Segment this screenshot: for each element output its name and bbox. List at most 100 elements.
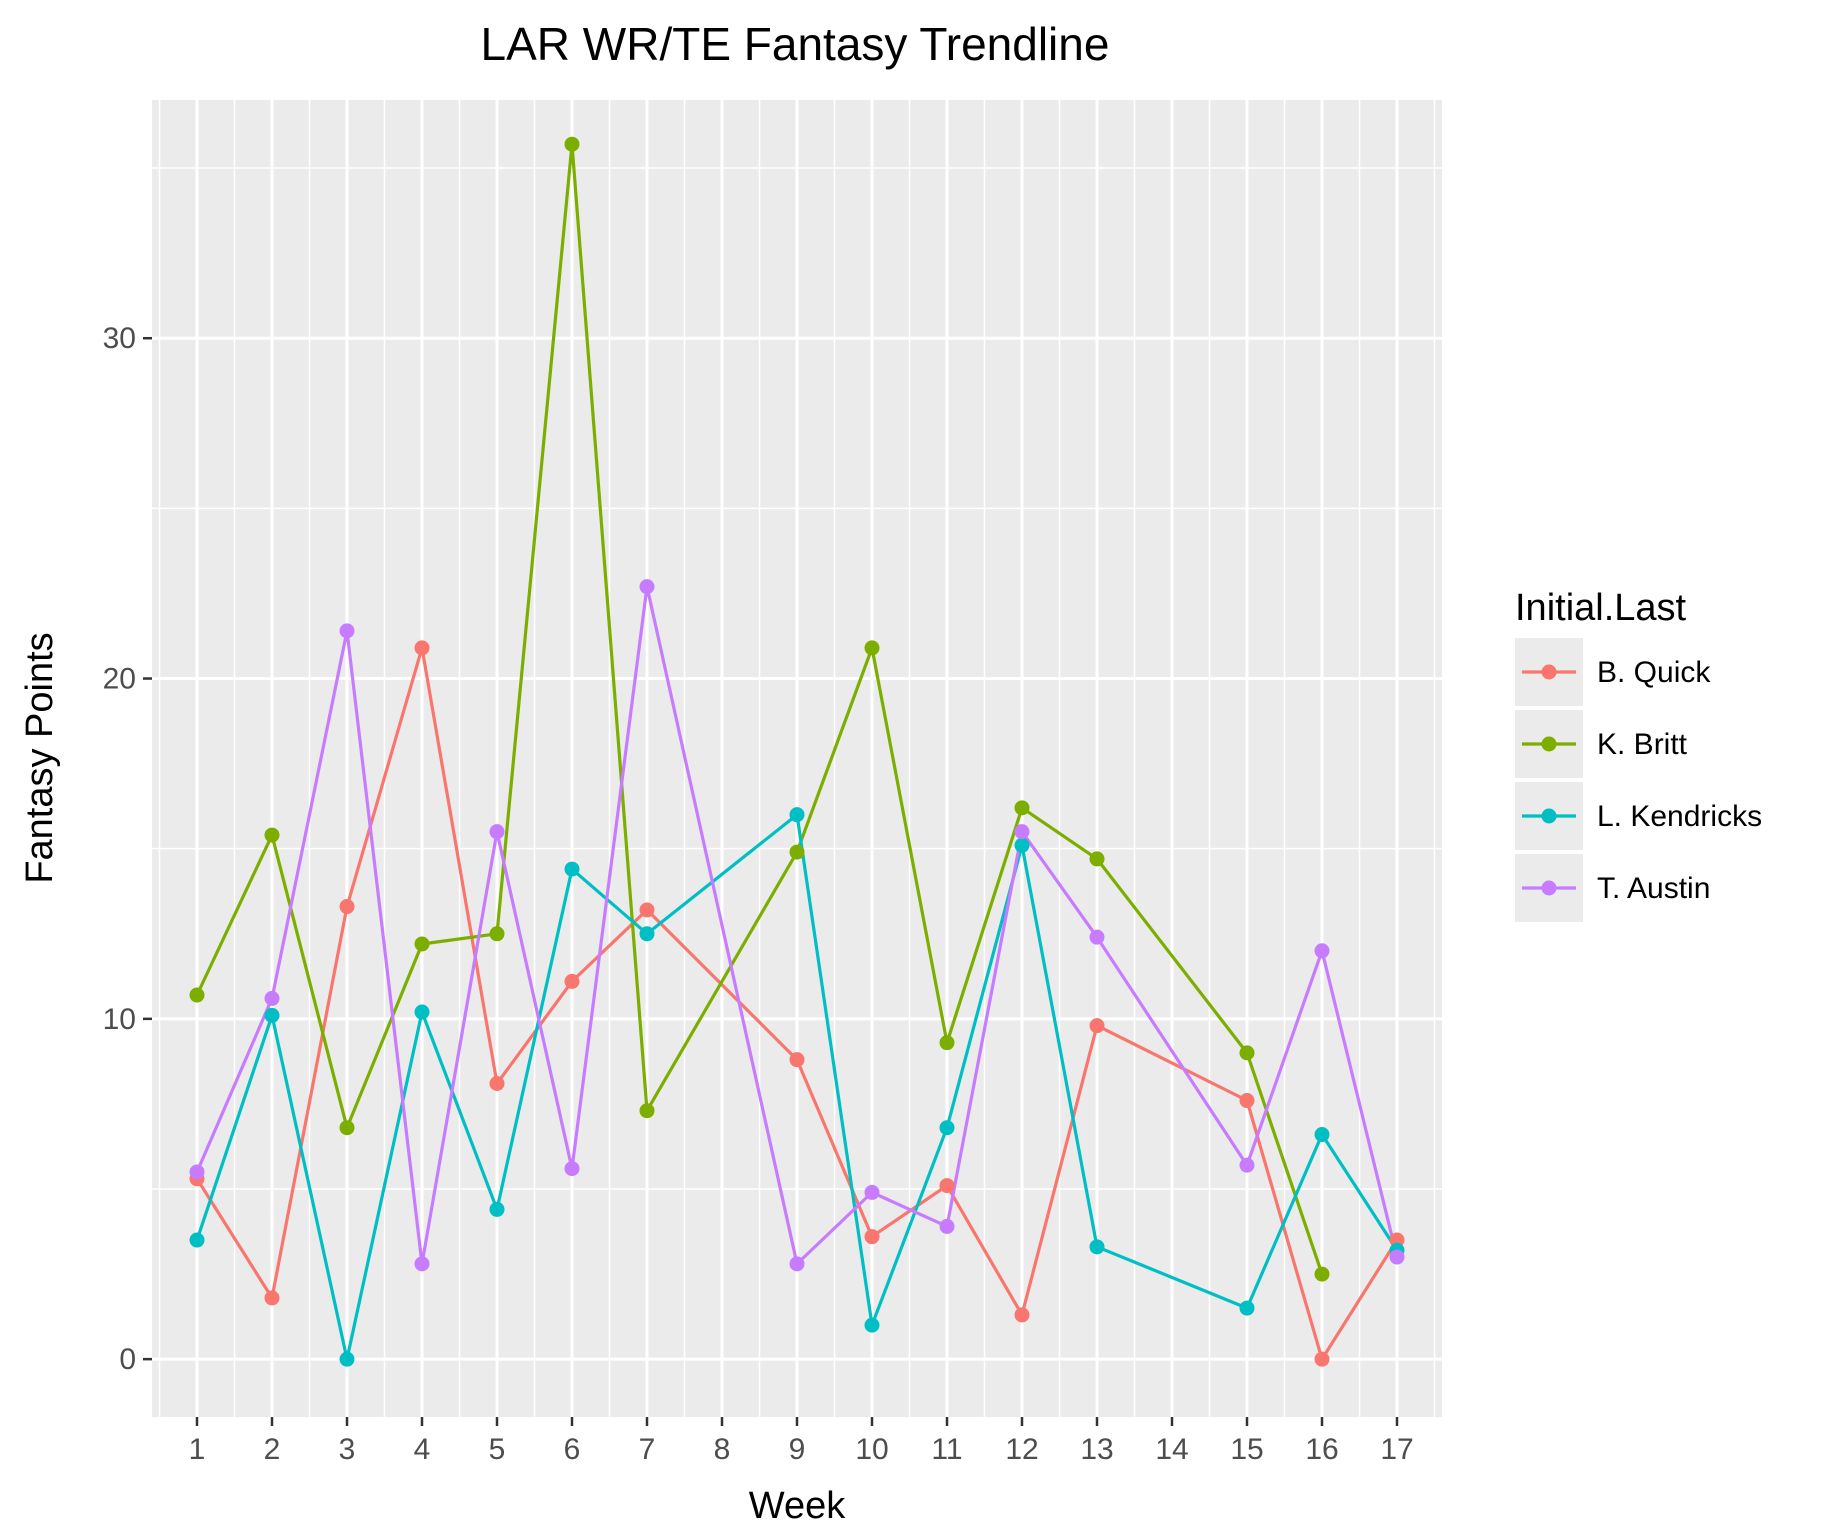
data-point-b-quick bbox=[489, 1075, 505, 1091]
data-point-b-quick bbox=[1239, 1093, 1255, 1109]
x-tick-label: 9 bbox=[789, 1433, 806, 1466]
legend-key-point bbox=[1541, 808, 1557, 824]
x-tick-label: 17 bbox=[1380, 1433, 1413, 1466]
data-point-t-austin bbox=[939, 1218, 955, 1234]
data-point-l-kendricks bbox=[1314, 1127, 1330, 1143]
legend-title: Initial.Last bbox=[1515, 587, 1687, 629]
x-axis: 1 2 3 4 5 6 7 8 9 10 11 12 13 14 15 16 17 bbox=[189, 1417, 1414, 1466]
legend-item-t-austin: T. Austin bbox=[1515, 854, 1710, 922]
data-point-t-austin bbox=[264, 990, 280, 1006]
x-tick-label: 4 bbox=[414, 1433, 431, 1466]
data-point-t-austin bbox=[1389, 1249, 1405, 1265]
data-point-b-quick bbox=[789, 1052, 805, 1068]
x-axis-title: Week bbox=[749, 1485, 846, 1527]
data-point-b-quick bbox=[1314, 1351, 1330, 1367]
data-point-l-kendricks bbox=[489, 1201, 505, 1217]
legend-item-k-britt: K. Britt bbox=[1515, 710, 1688, 778]
legend-key-point bbox=[1541, 736, 1557, 752]
data-point-b-quick bbox=[639, 902, 655, 918]
major-gridlines bbox=[152, 100, 1442, 1417]
x-tick-label: 11 bbox=[931, 1433, 962, 1466]
data-point-k-britt bbox=[789, 844, 805, 860]
data-point-t-austin bbox=[1239, 1157, 1255, 1173]
data-point-b-quick bbox=[564, 973, 580, 989]
data-point-t-austin bbox=[789, 1256, 805, 1272]
data-point-b-quick bbox=[864, 1229, 880, 1245]
legend: Initial.Last B. Quick K. Britt L. Kendrick… bbox=[1515, 587, 1762, 922]
legend-key-point bbox=[1541, 880, 1557, 896]
data-point-t-austin bbox=[1089, 929, 1105, 945]
data-point-l-kendricks bbox=[939, 1120, 955, 1136]
y-tick-label: 10 bbox=[103, 1003, 136, 1036]
data-point-t-austin bbox=[1014, 824, 1030, 840]
data-point-l-kendricks bbox=[264, 1007, 280, 1023]
data-point-b-quick bbox=[1014, 1307, 1030, 1323]
minor-gridlines bbox=[152, 100, 1442, 1417]
data-point-l-kendricks bbox=[1239, 1300, 1255, 1316]
data-point-t-austin bbox=[864, 1184, 880, 1200]
data-point-k-britt bbox=[1239, 1045, 1255, 1061]
x-tick-label: 15 bbox=[1230, 1433, 1263, 1466]
data-point-t-austin bbox=[189, 1164, 205, 1180]
x-tick-label: 3 bbox=[339, 1433, 356, 1466]
data-point-l-kendricks bbox=[864, 1317, 880, 1333]
x-tick-label: 7 bbox=[639, 1433, 656, 1466]
data-point-k-britt bbox=[564, 136, 580, 152]
series-line-k-britt bbox=[195, 142, 1324, 1275]
y-tick-label: 20 bbox=[103, 663, 136, 696]
y-tick-label: 0 bbox=[119, 1343, 136, 1376]
x-tick-label: 1 bbox=[189, 1433, 206, 1466]
data-point-k-britt bbox=[1314, 1266, 1330, 1282]
data-point-k-britt bbox=[939, 1035, 955, 1051]
data-point-b-quick bbox=[1089, 1018, 1105, 1034]
data-point-b-quick bbox=[414, 640, 430, 656]
x-tick-label: 13 bbox=[1080, 1433, 1113, 1466]
data-point-k-britt bbox=[489, 926, 505, 942]
y-axis-title: Fantasy Points bbox=[19, 632, 61, 883]
x-tick-label: 10 bbox=[855, 1433, 888, 1466]
data-point-k-britt bbox=[189, 987, 205, 1003]
data-point-k-britt bbox=[414, 936, 430, 952]
data-point-l-kendricks bbox=[414, 1004, 430, 1020]
y-axis: 0 10 20 30 bbox=[103, 322, 152, 1376]
x-tick-label: 8 bbox=[714, 1433, 731, 1466]
data-point-k-britt bbox=[264, 827, 280, 843]
legend-item-l-kendricks: L. Kendricks bbox=[1515, 782, 1762, 850]
data-point-t-austin bbox=[339, 623, 355, 639]
data-point-k-britt bbox=[1089, 851, 1105, 867]
data-point-l-kendricks bbox=[1014, 837, 1030, 853]
x-tick-label: 5 bbox=[489, 1433, 506, 1466]
legend-key-point bbox=[1541, 664, 1557, 680]
data-point-l-kendricks bbox=[564, 861, 580, 877]
legend-item-b-quick: B. Quick bbox=[1515, 638, 1711, 706]
data-point-l-kendricks bbox=[189, 1232, 205, 1248]
data-point-l-kendricks bbox=[1089, 1239, 1105, 1255]
data-point-l-kendricks bbox=[339, 1351, 355, 1367]
data-point-l-kendricks bbox=[639, 926, 655, 942]
data-point-b-quick bbox=[264, 1290, 280, 1306]
data-point-b-quick bbox=[339, 899, 355, 915]
data-point-k-britt bbox=[1014, 800, 1030, 816]
legend-label: L. Kendricks bbox=[1597, 800, 1762, 833]
data-point-k-britt bbox=[864, 640, 880, 656]
legend-label: K. Britt bbox=[1597, 728, 1688, 761]
y-tick-label: 30 bbox=[103, 322, 136, 355]
x-tick-label: 2 bbox=[264, 1433, 281, 1466]
x-tick-label: 6 bbox=[564, 1433, 581, 1466]
data-point-t-austin bbox=[564, 1161, 580, 1177]
x-tick-label: 16 bbox=[1305, 1433, 1338, 1466]
data-point-t-austin bbox=[489, 824, 505, 840]
x-tick-label: 14 bbox=[1155, 1433, 1188, 1466]
series-points bbox=[189, 136, 1405, 1367]
data-point-t-austin bbox=[1314, 943, 1330, 959]
data-point-b-quick bbox=[939, 1178, 955, 1194]
legend-label: B. Quick bbox=[1597, 656, 1711, 689]
data-point-k-britt bbox=[339, 1120, 355, 1136]
chart-title: LAR WR/TE Fantasy Trendline bbox=[481, 18, 1110, 70]
data-point-t-austin bbox=[639, 579, 655, 595]
legend-label: T. Austin bbox=[1597, 872, 1710, 905]
x-tick-label: 12 bbox=[1005, 1433, 1038, 1466]
data-point-t-austin bbox=[414, 1256, 430, 1272]
data-point-k-britt bbox=[639, 1103, 655, 1119]
